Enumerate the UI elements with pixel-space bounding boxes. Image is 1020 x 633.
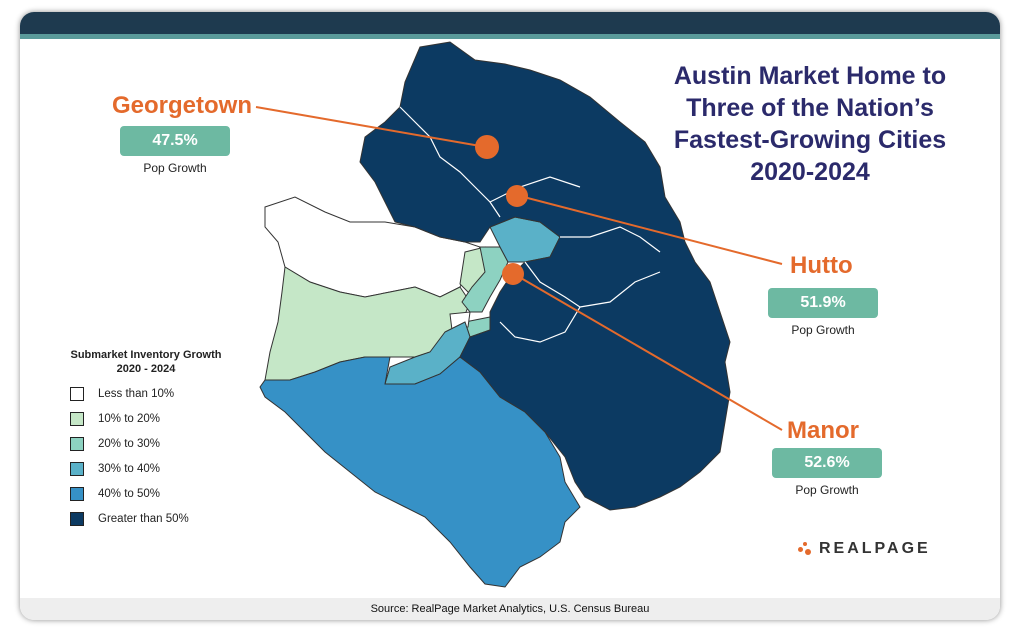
legend-swatch <box>70 412 84 426</box>
page-title: Austin Market Home to Three of the Natio… <box>640 60 980 188</box>
manor-leader-line <box>513 273 783 431</box>
logo-dots-icon <box>795 541 813 557</box>
header-accent-line <box>20 34 1000 39</box>
legend-swatch <box>70 487 84 501</box>
manor-growth-badge: 52.6% <box>772 448 882 478</box>
legend-swatch <box>70 387 84 401</box>
georgetown-leader-line <box>255 106 487 148</box>
manor-growth-caption: Pop Growth <box>795 483 859 497</box>
hutto-label: Hutto <box>790 252 853 279</box>
logo-text: REALPAGE <box>819 540 931 557</box>
legend-item: 30% to 40% <box>70 461 160 477</box>
legend-label: 40% to 50% <box>98 488 161 500</box>
title-line-1: Austin Market Home to <box>673 62 947 90</box>
legend-label: 10% to 20% <box>98 413 161 425</box>
manor-marker <box>502 263 524 285</box>
legend-swatch <box>70 512 84 526</box>
hutto-growth-badge: 51.9% <box>768 288 878 318</box>
legend-title: Submarket Inventory Growth 2020 - 2024 <box>56 348 236 376</box>
source-footer: Source: RealPage Market Analytics, U.S. … <box>20 598 1000 620</box>
infographic-card: Austin Market Home to Three of the Natio… <box>20 12 1000 620</box>
legend-item: 20% to 30% <box>70 436 160 452</box>
legend-title-line-2: 2020 - 2024 <box>116 363 176 375</box>
legend-label: 30% to 40% <box>98 463 161 475</box>
legend-item: 10% to 20% <box>70 411 160 427</box>
legend-swatch <box>70 437 84 451</box>
header-bar <box>20 12 1000 34</box>
hutto-growth-caption: Pop Growth <box>791 323 855 337</box>
legend-item: Greater than 50% <box>70 511 189 527</box>
legend-item: Less than 10% <box>70 386 174 402</box>
georgetown-marker <box>475 135 499 159</box>
title-line-3: Fastest-Growing Cities <box>673 126 947 154</box>
region-40-to-50 <box>259 356 581 588</box>
submarket-boundaries <box>399 106 661 343</box>
legend-title-line-1: Submarket Inventory Growth <box>70 349 222 361</box>
georgetown-growth-badge: 47.5% <box>120 126 230 156</box>
title-line-2: Three of the Nation’s <box>686 94 934 122</box>
georgetown-growth-caption: Pop Growth <box>143 161 207 175</box>
hutto-leader-line <box>515 194 783 265</box>
region-greater-than-50 <box>359 41 731 511</box>
realpage-logo: REALPAGE <box>795 540 931 558</box>
legend-label: Greater than 50% <box>98 513 189 525</box>
manor-label: Manor <box>787 417 859 444</box>
legend-label: Less than 10% <box>98 388 175 400</box>
austin-map <box>255 41 783 588</box>
legend-swatch <box>70 462 84 476</box>
georgetown-label: Georgetown <box>112 92 253 119</box>
title-line-4: 2020-2024 <box>750 158 870 186</box>
hutto-marker <box>506 185 528 207</box>
legend-item: 40% to 50% <box>70 486 160 502</box>
legend-label: 20% to 30% <box>98 438 161 450</box>
